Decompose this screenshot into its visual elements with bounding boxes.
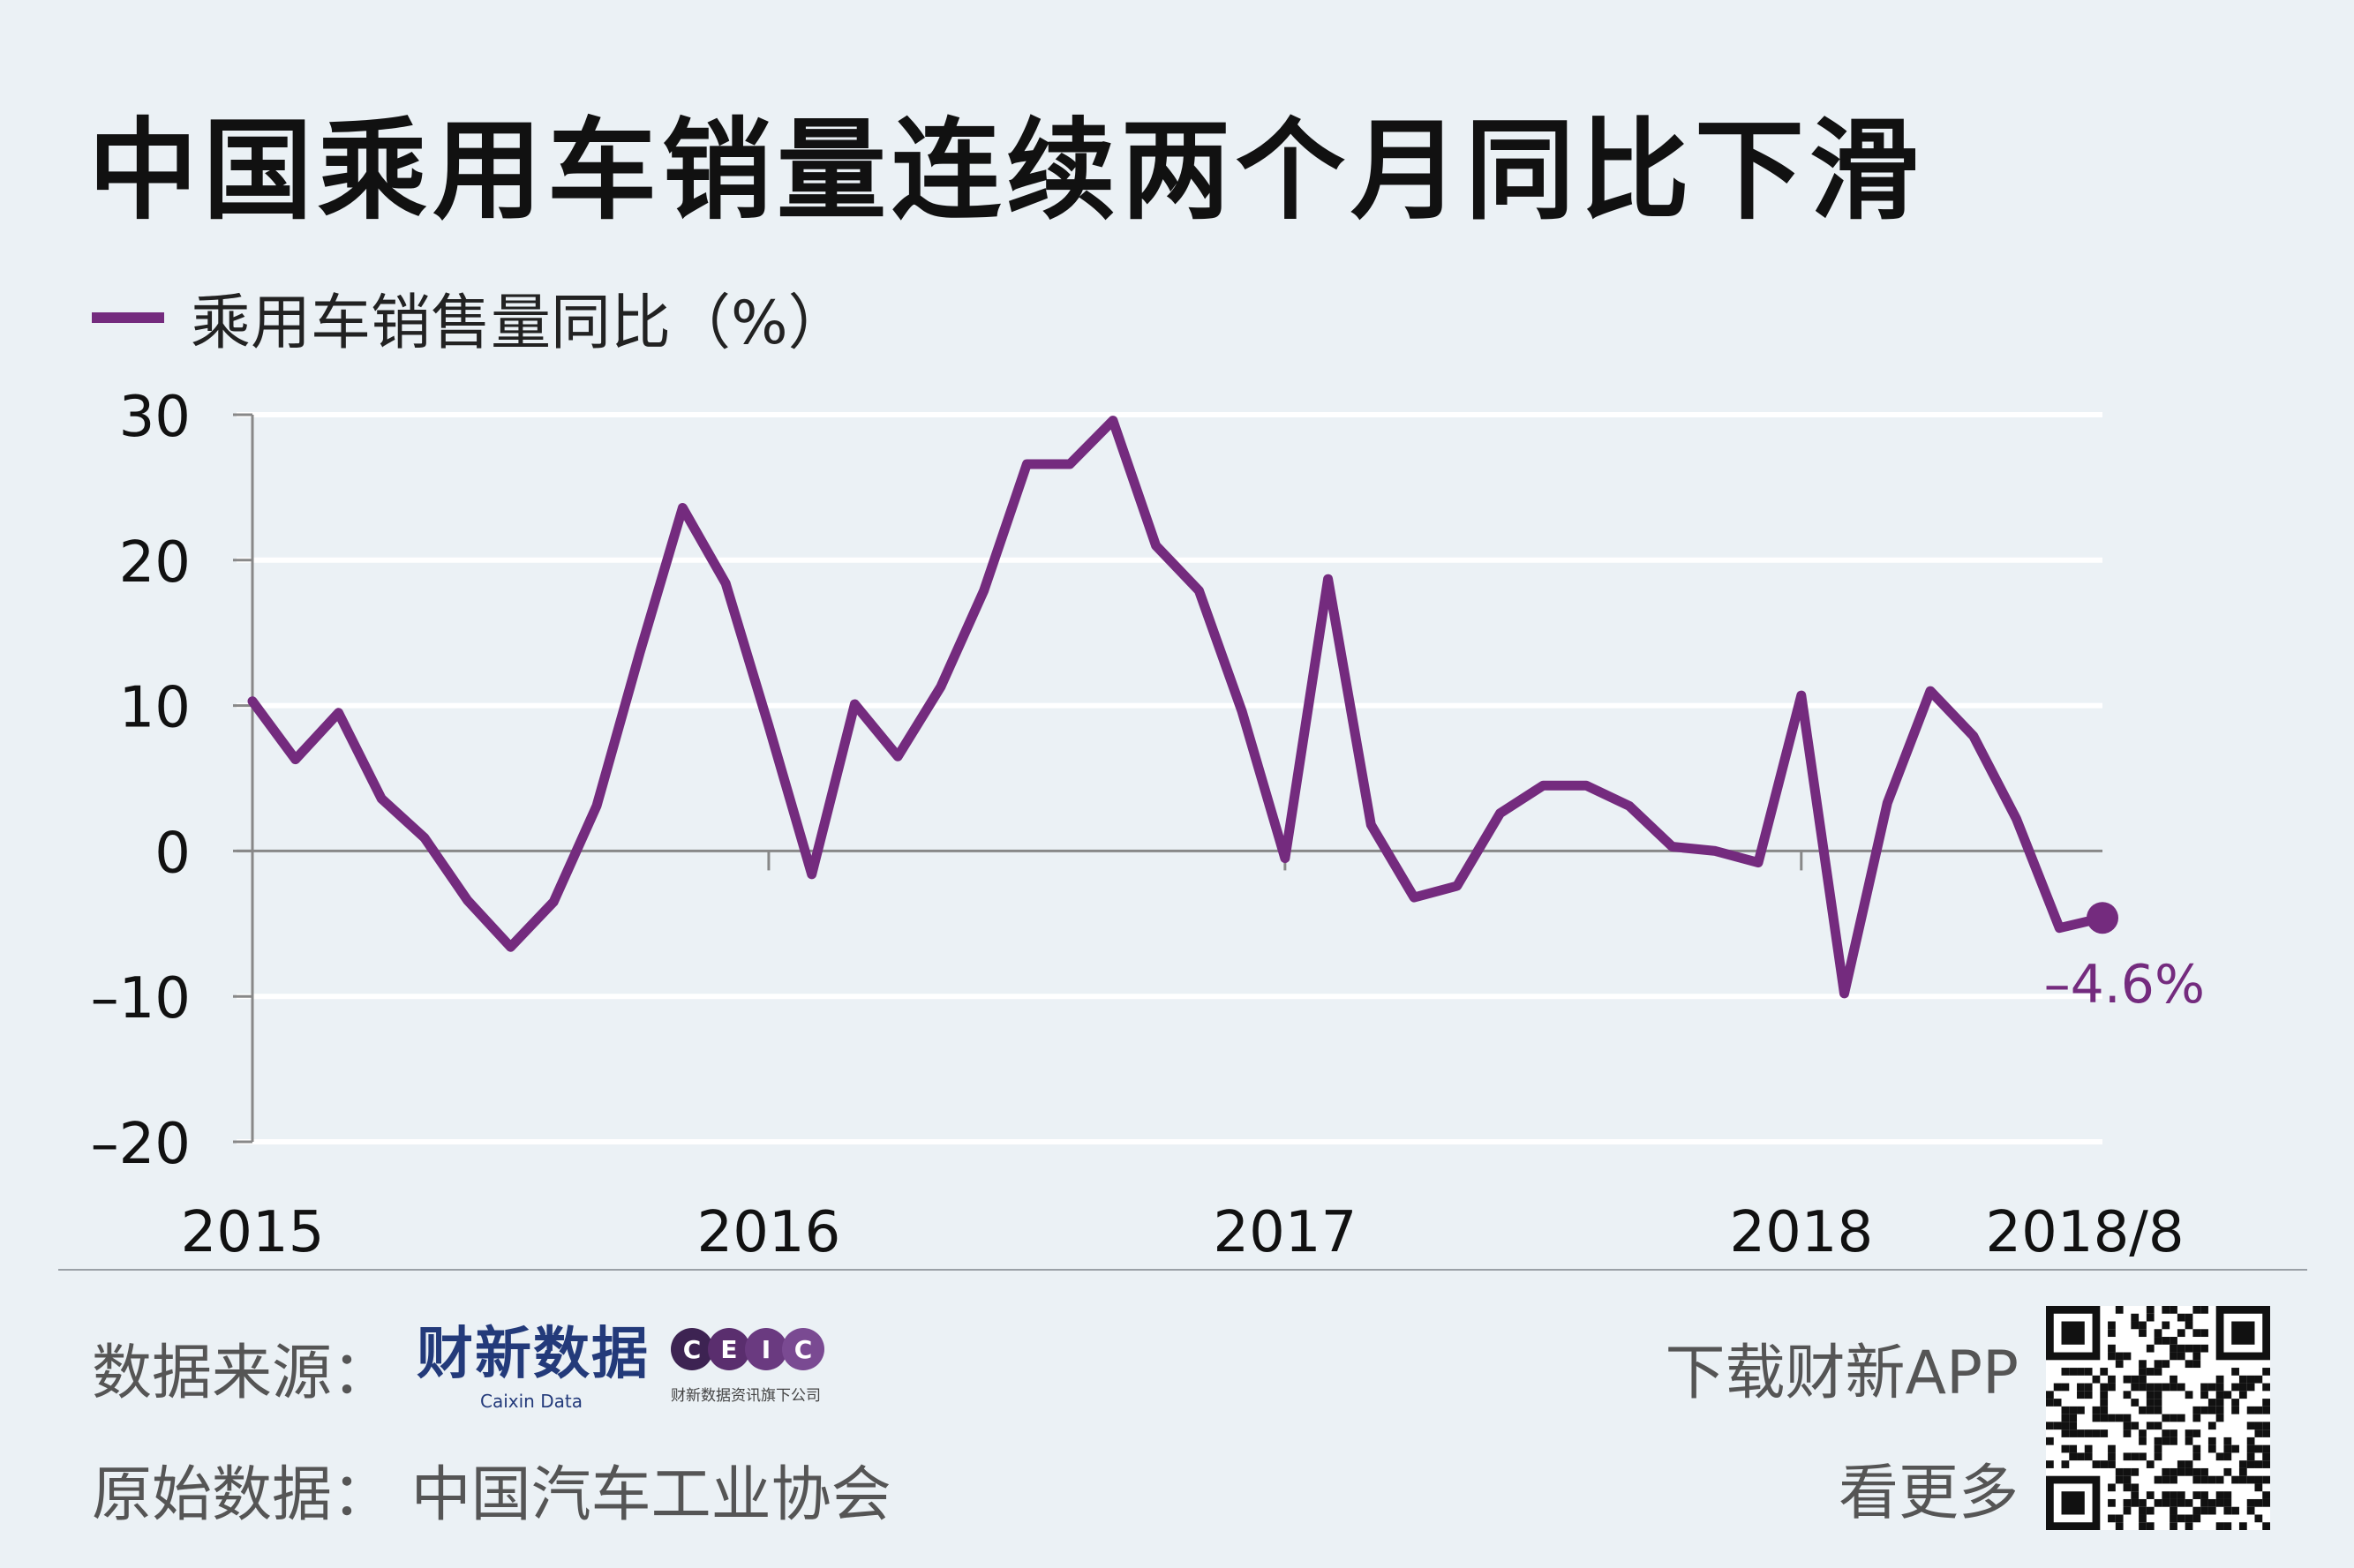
last-value-label: –4.6% xyxy=(2044,954,2205,1016)
legend-swatch xyxy=(92,311,164,323)
source-label: 数据来源： xyxy=(92,1339,393,1408)
see-more-label: 看更多 xyxy=(1838,1459,2019,1528)
y-tick-label: –10 xyxy=(91,966,191,1032)
caixin-logo-subtext: Caixin Data xyxy=(480,1391,583,1412)
legend: 乘用车销售量同比（%） xyxy=(92,274,848,361)
x-tick-label: 2017 xyxy=(1213,1200,1357,1265)
caixin-logo-text: 财新数据 xyxy=(417,1322,650,1387)
y-tick-label: 10 xyxy=(119,676,191,741)
data-point xyxy=(2087,902,2118,934)
download-app-label: 下载财新APP xyxy=(1665,1339,2019,1408)
series-line xyxy=(247,416,2108,999)
ceic-logo-subtext: 财新数据资讯旗下公司 xyxy=(671,1387,821,1405)
y-tick-label: –20 xyxy=(91,1112,191,1177)
footer-divider xyxy=(58,1269,2307,1271)
y-tick-label: 30 xyxy=(119,385,191,450)
y-tick-label: 0 xyxy=(154,821,191,886)
chart-title: 中国乘用车销量连续两个月同比下滑 xyxy=(88,108,1925,235)
x-tick-label: 2018/8 xyxy=(1985,1200,2184,1265)
ceic-logo-letter: I xyxy=(745,1328,787,1370)
original-data-label: 原始数据： 中国汽车工业协会 xyxy=(92,1460,891,1530)
y-tick-label: 20 xyxy=(119,530,191,596)
ceic-logo-letter: E xyxy=(708,1328,750,1370)
x-tick-label: 2016 xyxy=(696,1200,840,1265)
x-tick-label: 2018 xyxy=(1729,1200,1873,1265)
line-chart: 30 20 10 0 –10 –20 2015 2016 2017 2018 2018/8 –4.6% xyxy=(91,385,2205,1265)
legend-label: 乘用车销售量同比（%） xyxy=(191,289,848,358)
qr-code-icon[interactable] xyxy=(2046,1306,2270,1530)
ceic-logo-letter: C xyxy=(782,1328,824,1370)
x-tick-label: 2015 xyxy=(181,1200,325,1265)
ceic-logo-letter: C xyxy=(671,1328,713,1370)
caixin-data-logo: 财新数据 Caixin Data xyxy=(417,1322,650,1412)
